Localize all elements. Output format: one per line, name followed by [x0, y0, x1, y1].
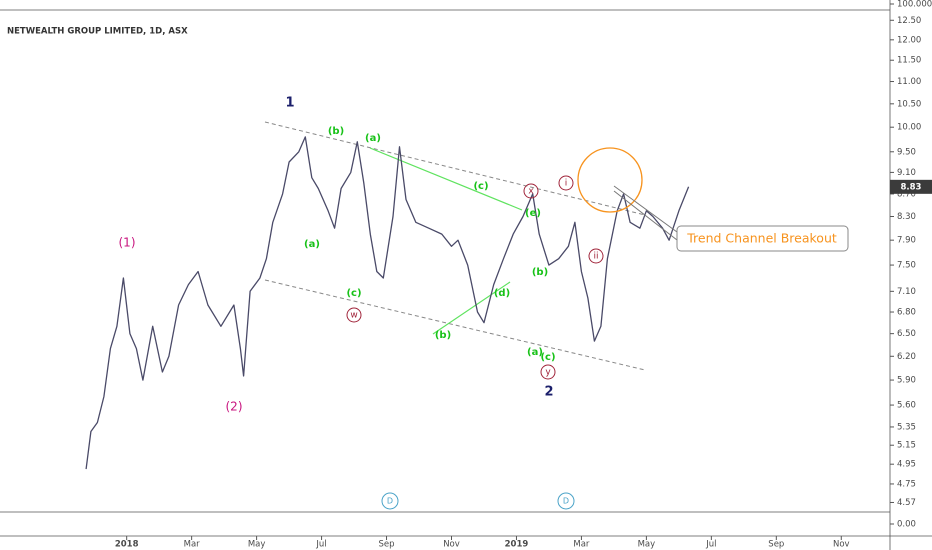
x-tick-label: 2018	[115, 540, 139, 550]
x-tick-label: Jul	[705, 540, 716, 550]
wave-label: (d)	[494, 288, 510, 299]
x-tick-label: Nov	[443, 540, 460, 550]
y-tick-label: 6.20	[897, 352, 916, 362]
event-marker[interactable]	[557, 492, 575, 510]
channel-line	[264, 121, 646, 216]
y-tick-label: 6.80	[897, 308, 916, 318]
y-tick-label: 7.10	[897, 287, 916, 297]
x-tick-label: Jul	[315, 540, 326, 550]
trend-line	[432, 281, 511, 335]
wave-label: (a)	[365, 133, 381, 144]
wave-label: (b)	[435, 330, 451, 341]
y-tick-label: 10.00	[897, 123, 921, 133]
wave-label: y	[545, 368, 551, 378]
chart-title: NETWEALTH GROUP LIMITED, 1D, ASX	[7, 27, 188, 37]
wave-circle	[540, 364, 556, 380]
y-tick-label: 11.00	[897, 77, 921, 87]
y-tick-label: 5.90	[897, 376, 916, 386]
y-tick-label: 4.75	[897, 479, 916, 489]
y-tick-label: 5.35	[897, 422, 916, 432]
wave-label: (1)	[119, 236, 136, 250]
event-marker[interactable]	[381, 492, 399, 510]
wave-label: (c)	[473, 181, 488, 192]
price-line	[85, 136, 690, 470]
wave-circle	[558, 175, 574, 191]
wave-label: 1	[285, 96, 294, 111]
wave-label: (e)	[525, 208, 541, 219]
callout-text: Trend Channel Breakout	[686, 231, 837, 246]
y-tick-label: 7.90	[897, 236, 916, 246]
y-tick-label: 11.50	[897, 56, 921, 66]
x-tick-label: May	[248, 540, 266, 550]
y-tick-label: 10.50	[897, 99, 921, 109]
y-tick-label: 7.50	[897, 261, 916, 271]
wave-label: w	[350, 311, 357, 321]
x-tick-label: Sep	[379, 540, 395, 550]
wave-label: (c)	[540, 352, 555, 363]
wave-label: (c)	[346, 288, 361, 299]
trend-line	[369, 147, 523, 211]
wave-label: (a)	[304, 239, 320, 250]
x-tick-label: May	[638, 540, 656, 550]
y-tick-label: 9.10	[897, 168, 916, 178]
last-price-box	[890, 179, 932, 194]
last-price-label: 8.83	[901, 182, 922, 192]
y-tick-label: 4.95	[897, 460, 916, 470]
x-tick-label: Sep	[768, 540, 784, 550]
y-tick-label: 8.30	[897, 212, 916, 222]
y-tick-label: 6.50	[897, 329, 916, 339]
y-tick-label: 12.50	[897, 16, 921, 26]
wave-circle	[346, 307, 362, 323]
x-tick-label: Nov	[833, 540, 850, 550]
y-tick-label: 5.60	[897, 401, 916, 411]
highlight-circle	[577, 147, 643, 213]
wave-label: x	[528, 187, 534, 197]
callout-connector	[613, 185, 678, 233]
y-tick-label: 0.00	[897, 520, 916, 530]
wave-label: (2)	[226, 400, 243, 414]
wave-label: (b)	[328, 126, 344, 137]
callout-connector	[613, 190, 678, 241]
x-tick-label: Mar	[184, 540, 201, 550]
channel-line	[264, 279, 646, 371]
event-label: D	[563, 497, 569, 506]
y-tick-label: 12.00	[897, 35, 921, 45]
wave-circle	[588, 248, 604, 264]
callout-box	[676, 225, 849, 252]
event-label: D	[387, 497, 393, 506]
y-tick-label: 9.50	[897, 147, 916, 157]
wave-label: 2	[544, 385, 553, 400]
wave-label: ii	[593, 252, 598, 262]
y-tick-label: 4.57	[897, 498, 916, 508]
wave-label: (a)	[527, 347, 543, 358]
wave-label: i	[565, 179, 568, 189]
x-tick-label: Mar	[573, 540, 590, 550]
y-tick-label: 5.15	[897, 441, 916, 451]
wave-label: (b)	[532, 267, 548, 278]
wave-circle	[523, 183, 539, 199]
y-tick-label: 8.70	[897, 189, 916, 199]
x-tick-label: 2019	[505, 540, 529, 550]
